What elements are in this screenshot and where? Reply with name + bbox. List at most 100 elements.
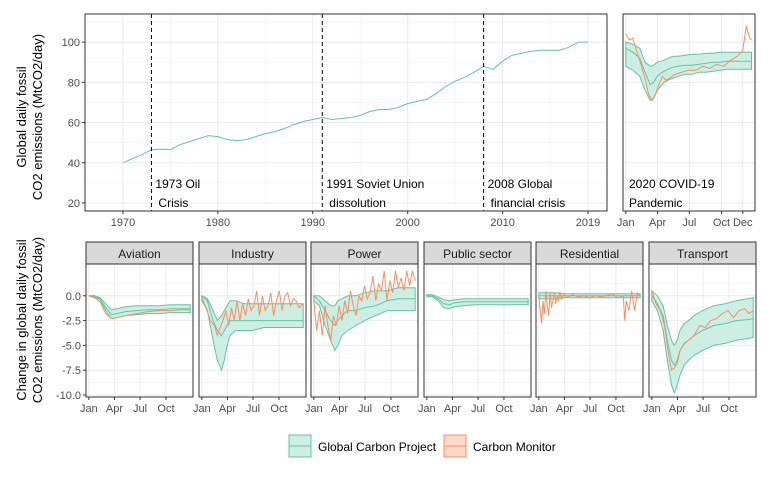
xtick-label: Oct: [382, 403, 399, 415]
xtick-label: Jan: [617, 217, 635, 229]
xtick-label: Jul: [471, 403, 485, 415]
sector-panel-power: Power Jan Apr Jul Oct: [305, 241, 419, 415]
xtick-label: 2000: [395, 217, 419, 229]
xtick-label: Apr: [669, 403, 686, 415]
xtick-label: 1990: [301, 217, 325, 229]
panel-border: [423, 263, 532, 398]
panel-border: [310, 263, 419, 398]
gcp-uncertainty-band: [201, 294, 304, 372]
xtick-label: Oct: [157, 403, 174, 415]
legend-label-gcp: Global Carbon Project: [318, 440, 437, 454]
xtick-label: Jul: [358, 403, 372, 415]
annotation-label: 2020 COVID-19: [629, 177, 715, 191]
carbon-monitor-line: [538, 290, 641, 324]
xtick-label: Jan: [643, 403, 661, 415]
bottom-ylabel-line2: CO2 emissions (MtCO2/day): [30, 237, 45, 403]
xtick-label: 1980: [206, 217, 230, 229]
facet-strip-label: Public sector: [443, 247, 512, 261]
sector-panel-transport: Transport Jan Apr Jul Oct: [643, 241, 757, 415]
legend-label-cm: Carbon Monitor: [473, 440, 556, 454]
xtick-label: Apr: [649, 217, 666, 229]
gcp-line: [88, 295, 191, 316]
panel-border: [535, 263, 644, 398]
pandemic-2020-panel: Jan Apr Jul Oct Dec 2020 COVID-19 Pandemic: [617, 13, 756, 229]
xtick-label: Apr: [219, 403, 236, 415]
xtick-label: Oct: [495, 403, 512, 415]
panel-border: [648, 263, 757, 398]
facet-strip-label: Transport: [677, 247, 729, 261]
xtick-label: Oct: [720, 403, 737, 415]
sector-panel-industry: Industry Jan Apr Jul Oct: [193, 241, 307, 415]
xtick-label: Jan: [418, 403, 436, 415]
xtick-label: Jan: [530, 403, 548, 415]
xtick-label: Dec: [733, 217, 753, 229]
xtick-label: Oct: [713, 217, 730, 229]
sector-panel-public-sector: Public sector Jan Apr Jul Oct: [418, 241, 532, 415]
event-label: 2008 Global: [488, 177, 553, 191]
carbon-monitor-line: [201, 290, 304, 338]
xtick-label: 2010: [490, 217, 514, 229]
xtick-label: Jan: [80, 403, 98, 415]
ytick-label: -7.5: [62, 365, 81, 377]
ytick-label: 100: [62, 37, 80, 49]
xtick-label: Jul: [133, 403, 147, 415]
gcp-uncertainty-band: [625, 41, 752, 102]
xtick-label: Jan: [305, 403, 323, 415]
xtick-label: Apr: [556, 403, 573, 415]
top-ylabel-line2: CO2 emissions (MtCO2/day): [30, 34, 45, 200]
xtick-label: Apr: [331, 403, 348, 415]
xtick-label: Jul: [682, 217, 696, 229]
long-term-panel: 20 40 60 80 100 1970 1980 1990 2000 2010 2019 1973 …: [62, 13, 608, 229]
plot-background: [86, 264, 193, 397]
y-axis-labels: Global daily fossil CO2 emissions (MtCO2…: [14, 34, 45, 403]
gcp-uncertainty-band: [651, 289, 754, 395]
sector-panels: 0.0 -2.5 -5.0 -7.5 -10.0 Aviation Jan Apr Jul Oct…: [56, 241, 757, 415]
xtick-label: Jul: [246, 403, 260, 415]
event-label: 1991 Soviet Union: [326, 177, 424, 191]
event-label: dissolution: [329, 196, 386, 210]
event-label: 1973 Oil: [155, 177, 200, 191]
xtick-label: Jul: [696, 403, 710, 415]
ytick-label: 80: [68, 77, 80, 89]
facet-strip-label: Residential: [560, 247, 619, 261]
xtick-label: 2019: [576, 217, 600, 229]
carbon-monitor-line: [313, 270, 416, 341]
gcp-line: [426, 295, 529, 306]
panel-border: [622, 13, 756, 212]
xtick-label: Apr: [444, 403, 461, 415]
xtick-label: Jan: [193, 403, 211, 415]
xtick-label: Apr: [106, 403, 123, 415]
carbon-monitor-line: [651, 290, 754, 372]
panel-border: [84, 13, 608, 212]
facet-strip-label: Industry: [231, 247, 274, 261]
event-label: Crisis: [158, 196, 188, 210]
bottom-ylabel-line1: Change in global daily fossil: [14, 239, 29, 400]
ytick-label: -2.5: [62, 316, 81, 328]
plot-background: [536, 264, 643, 397]
ytick-label: 60: [68, 118, 80, 130]
xtick-label: Oct: [607, 403, 624, 415]
series-line-emissions: [122, 41, 588, 164]
sector-panel-aviation: Aviation Jan Apr Jul Oct: [80, 241, 194, 415]
ytick-label: -5.0: [62, 340, 81, 352]
xtick-label: 1970: [111, 217, 135, 229]
sector-panel-residential: Residential Jan Apr Jul Oct: [530, 241, 644, 415]
ytick-label: 20: [68, 198, 80, 210]
ytick-label: 40: [68, 158, 80, 170]
carbon-monitor-line: [88, 295, 191, 320]
event-label: financial crisis: [491, 196, 566, 210]
top-ylabel-line1: Global daily fossil: [14, 66, 29, 167]
facet-strip-label: Aviation: [118, 247, 160, 261]
plot-background: [85, 14, 607, 211]
xtick-label: Oct: [270, 403, 287, 415]
panel-border: [85, 263, 194, 398]
ytick-label: -10.0: [56, 390, 81, 402]
ytick-label: 0.0: [66, 291, 81, 303]
annotation-label: Pandemic: [629, 196, 682, 210]
facet-strip-label: Power: [347, 247, 381, 261]
panel-border: [198, 263, 307, 398]
legend: Global Carbon Project Carbon Monitor: [288, 434, 556, 458]
gcp-uncertainty-band: [313, 287, 416, 352]
carbon-monitor-line: [625, 25, 752, 102]
